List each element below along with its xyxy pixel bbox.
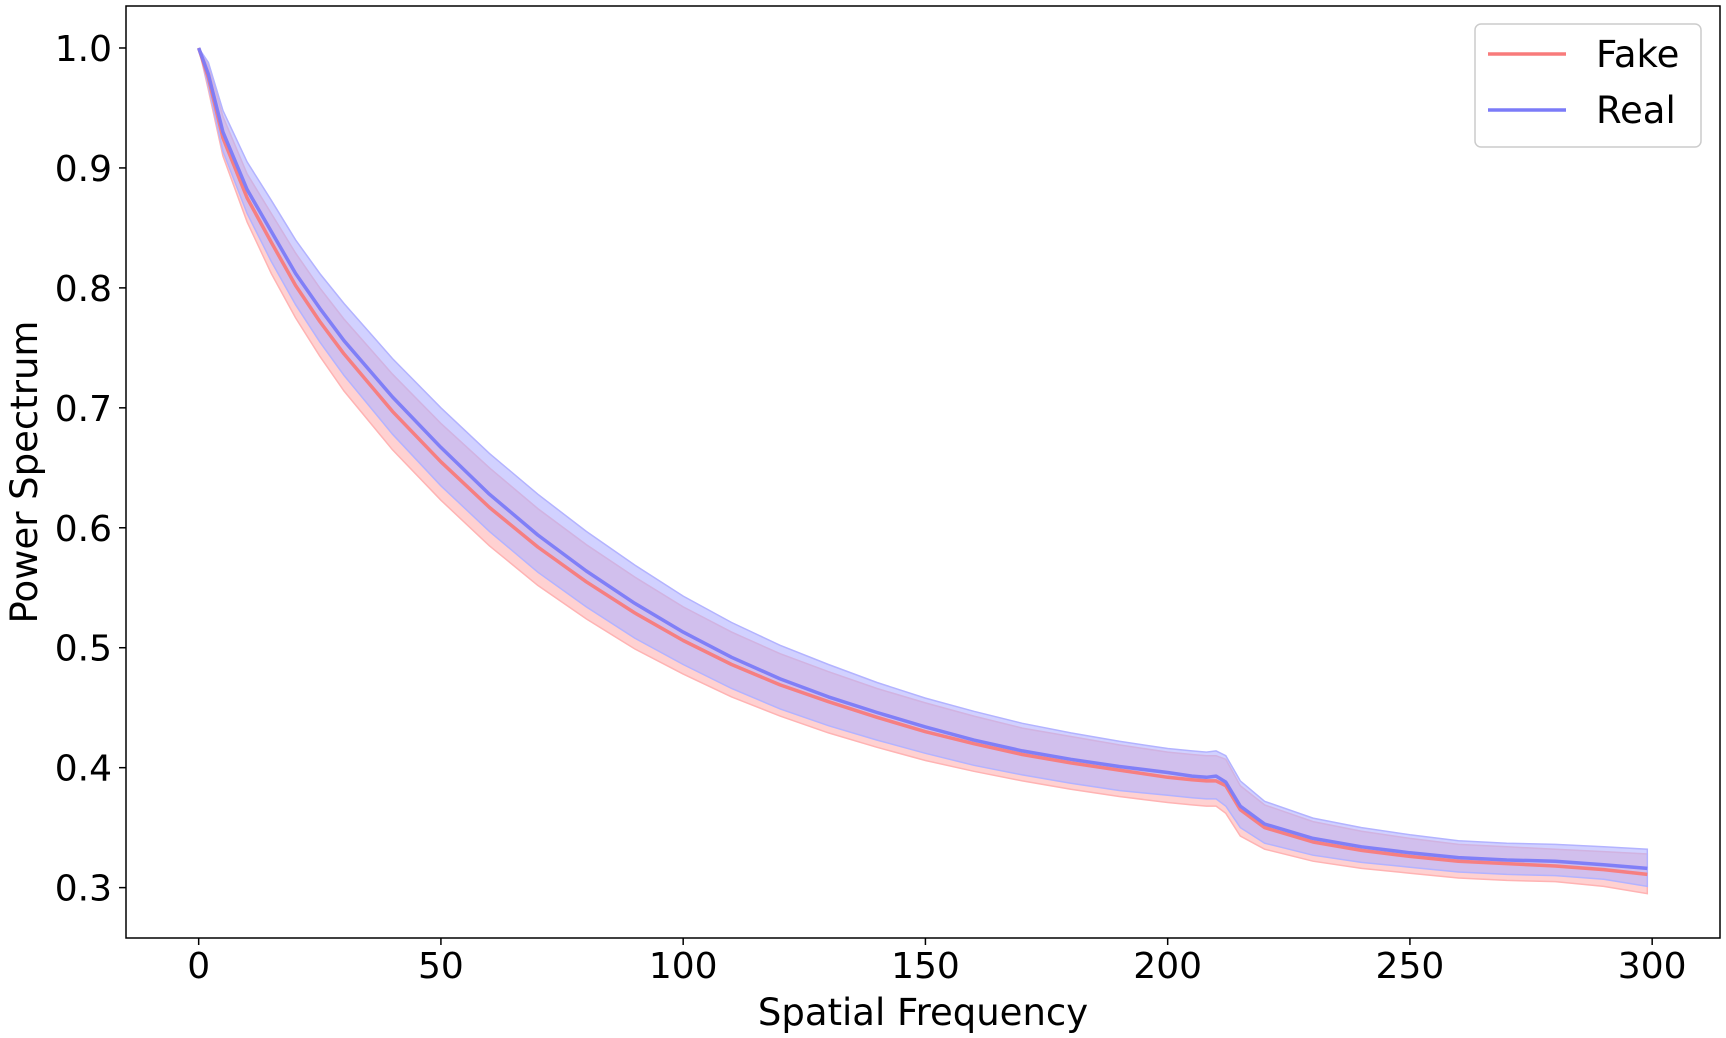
x-tick-label: 150	[891, 946, 960, 987]
y-tick-label: 1.0	[55, 29, 112, 70]
line-real	[197, 47, 1648, 871]
y-tick-label: 0.9	[55, 149, 112, 190]
legend: Fake Real	[1474, 23, 1702, 148]
x-tick-label: 0	[187, 946, 210, 987]
x-tick-label: 100	[649, 946, 718, 987]
x-tick-label: 300	[1618, 946, 1687, 987]
x-tick-label: 200	[1133, 946, 1202, 987]
series-lines	[197, 47, 1648, 877]
y-tick-label: 0.7	[55, 389, 112, 430]
line-fake	[197, 47, 1648, 877]
legend-label-real: Real	[1596, 89, 1676, 132]
y-axis-title: Power Spectrum	[3, 321, 46, 624]
plot-frame	[125, 5, 1721, 939]
y-tick-label: 0.5	[55, 629, 112, 670]
legend-label-fake: Fake	[1596, 33, 1679, 76]
x-axis-title: Spatial Frequency	[758, 991, 1088, 1034]
y-tick-label: 0.8	[55, 269, 112, 310]
y-tick-label: 0.6	[55, 509, 112, 550]
x-tick-label: 250	[1376, 946, 1445, 987]
y-axis-ticks: 0.3 0.4 0.5 0.6 0.7 0.8 0.9 1.0	[55, 29, 126, 910]
y-tick-label: 0.3	[55, 869, 112, 910]
y-tick-label: 0.4	[55, 749, 112, 790]
x-axis-ticks: 0 50 100 150 200 250 300	[187, 938, 1687, 987]
x-tick-label: 50	[418, 946, 464, 987]
